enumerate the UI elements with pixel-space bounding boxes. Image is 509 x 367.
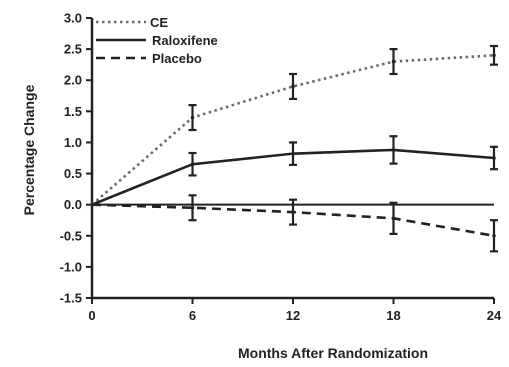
y-tick-label: 0.0 <box>64 197 82 212</box>
error-bar <box>389 201 398 236</box>
series-placebo <box>91 194 498 253</box>
x-tick-label: 18 <box>386 308 400 323</box>
error-bar <box>188 194 197 222</box>
y-tick-label: -0.5 <box>60 228 82 243</box>
legend-entry-raloxifene: Raloxifene <box>96 33 218 48</box>
error-bar <box>490 44 498 66</box>
data-point <box>190 162 195 167</box>
error-bar <box>188 151 197 177</box>
legend: CE Raloxifene Placebo <box>96 15 218 66</box>
error-bar <box>490 145 498 171</box>
error-bar <box>188 104 197 132</box>
data-point <box>291 84 295 89</box>
y-tick-label: 1.5 <box>64 104 82 119</box>
y-axis-ticks: 3.0 2.5 2.0 1.5 1.0 0.5 0.0 -0.5 -1.0 -1.5 <box>60 11 92 306</box>
legend-label: Placebo <box>152 51 202 66</box>
x-axis-ticks: 0 6 12 18 24 <box>88 298 502 323</box>
x-tick-label: 12 <box>286 308 300 323</box>
data-point <box>492 156 496 160</box>
y-tick-label: 1.0 <box>64 135 82 150</box>
error-bar <box>289 72 297 100</box>
data-point <box>190 205 195 210</box>
data-point <box>391 59 396 64</box>
data-point <box>291 210 295 214</box>
legend-label: CE <box>150 15 168 30</box>
x-tick-label: 6 <box>189 308 196 323</box>
y-axis-title: Percentage Change <box>21 84 37 215</box>
legend-label: Raloxifene <box>152 33 218 48</box>
data-point <box>291 151 295 156</box>
data-point <box>492 233 496 238</box>
error-bar <box>490 219 498 253</box>
legend-entry-placebo: Placebo <box>96 51 202 66</box>
error-bar <box>389 135 398 165</box>
y-tick-label: 3.0 <box>64 11 82 26</box>
data-point <box>391 216 396 221</box>
series-layer <box>91 44 498 253</box>
series-raloxifene <box>91 135 498 206</box>
y-tick-label: -1.5 <box>60 291 82 306</box>
series-ce <box>91 44 498 206</box>
error-bar <box>289 141 297 166</box>
y-tick-label: 2.5 <box>64 42 82 57</box>
y-tick-label: 0.5 <box>64 166 82 181</box>
error-bar <box>289 198 297 226</box>
legend-entry-ce: CE <box>96 15 168 30</box>
data-point <box>391 148 396 152</box>
data-point <box>190 115 195 120</box>
x-tick-label: 0 <box>88 308 95 323</box>
x-axis-title: Months After Randomization <box>238 345 428 361</box>
y-tick-label: -1.0 <box>60 259 82 274</box>
y-tick-label: 2.0 <box>64 73 82 88</box>
error-bar <box>389 48 398 76</box>
data-point <box>492 53 496 58</box>
x-tick-label: 24 <box>487 308 502 323</box>
